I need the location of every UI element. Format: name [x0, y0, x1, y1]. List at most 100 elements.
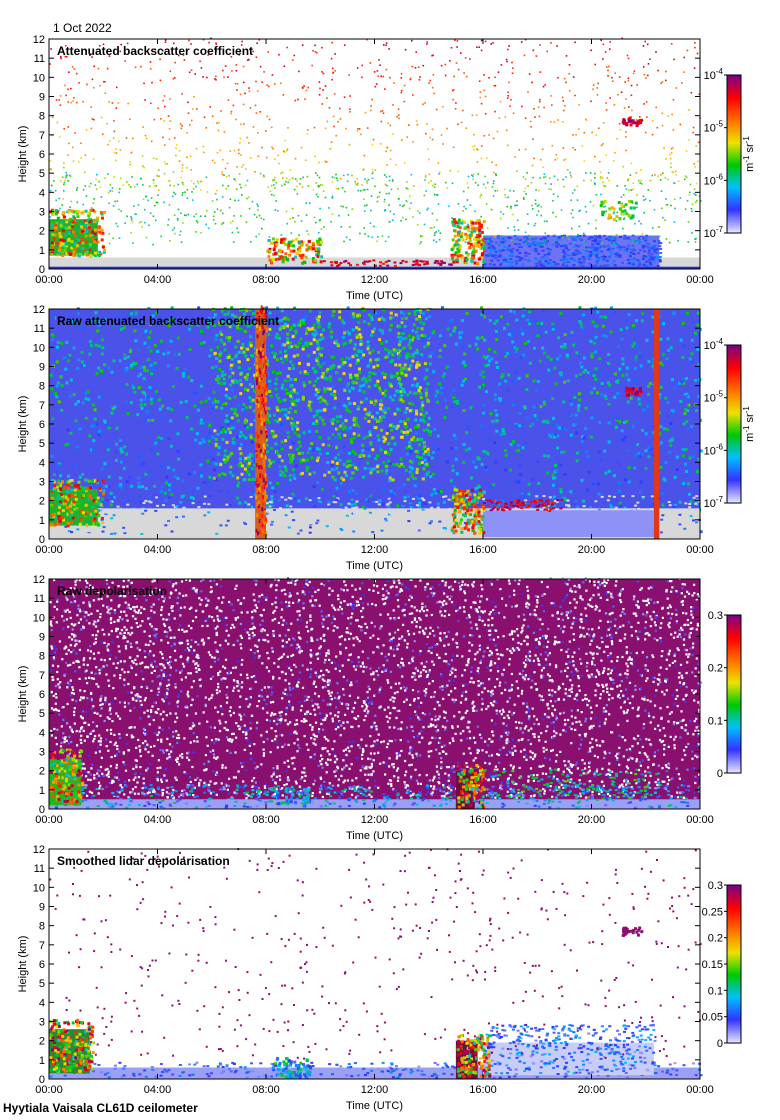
signal-pixel [268, 118, 271, 121]
signal-pixel [383, 375, 387, 379]
signal-pixel [578, 261, 582, 264]
signal-pixel [144, 472, 148, 476]
signal-pixel [404, 260, 408, 263]
signal-pixel [320, 240, 323, 244]
signal-pixel [456, 233, 460, 237]
signal-pixel [646, 116, 648, 118]
signal-pixel [76, 367, 79, 370]
signal-pixel [484, 113, 487, 115]
signal-pixel [685, 176, 688, 179]
signal-pixel [371, 168, 374, 171]
signal-pixel [618, 76, 621, 78]
signal-pixel [69, 252, 72, 256]
signal-pixel [526, 172, 528, 174]
signal-pixel [482, 246, 486, 250]
signal-pixel [402, 483, 406, 487]
signal-pixel [423, 362, 427, 366]
signal-pixel [393, 261, 397, 264]
signal-pixel [476, 161, 479, 163]
signal-pixel [146, 395, 150, 399]
signal-pixel [199, 189, 202, 191]
signal-pixel [631, 214, 635, 218]
signal-pixel [289, 217, 292, 220]
signal-pixel [543, 351, 546, 355]
signal-pixel [460, 383, 464, 387]
signal-pixel [163, 491, 167, 495]
signal-pixel [92, 202, 95, 204]
signal-pixel [694, 42, 696, 44]
signal-pixel [61, 229, 65, 233]
signal-pixel [233, 215, 235, 217]
signal-pixel [67, 101, 70, 103]
signal-pixel [95, 372, 99, 376]
signal-pixel [506, 205, 509, 208]
signal-pixel [91, 56, 93, 58]
signal-pixel [186, 197, 189, 200]
signal-pixel [472, 227, 476, 230]
signal-pixel [453, 234, 457, 238]
signal-pixel [273, 419, 277, 423]
signal-pixel [100, 116, 103, 119]
signal-pixel [189, 394, 193, 398]
signal-pixel [602, 181, 604, 184]
signal-pixel [191, 108, 194, 110]
signal-pixel [220, 406, 224, 410]
signal-pixel [295, 251, 299, 255]
signal-pixel [378, 444, 382, 448]
signal-pixel [589, 201, 592, 203]
signal-pixel [215, 378, 218, 382]
signal-pixel [81, 473, 85, 476]
signal-pixel [484, 40, 487, 43]
signal-pixel [611, 247, 615, 250]
signal-pixel [278, 53, 280, 56]
signal-pixel [355, 361, 359, 365]
signal-pixel [474, 487, 478, 491]
signal-pixel [356, 358, 360, 362]
signal-pixel [219, 149, 222, 152]
signal-pixel [693, 163, 696, 165]
signal-pixel [340, 476, 344, 480]
signal-pixel [474, 342, 478, 346]
signal-pixel [533, 346, 536, 350]
signal-pixel [485, 203, 488, 205]
signal-pixel [492, 483, 496, 487]
signal-pixel [461, 256, 465, 260]
signal-pixel [61, 249, 65, 252]
signal-pixel [621, 210, 625, 214]
signal-pixel [398, 408, 402, 412]
signal-pixel [494, 250, 498, 253]
signal-pixel [546, 247, 550, 250]
signal-pixel [325, 377, 329, 381]
signal-pixel [378, 264, 382, 267]
signal-pixel [559, 245, 563, 248]
signal-pixel [71, 66, 74, 68]
signal-pixel [456, 254, 460, 258]
signal-pixel [63, 356, 67, 360]
signal-pixel [426, 41, 428, 43]
signal-pixel [312, 485, 316, 489]
signal-pixel [370, 105, 372, 107]
signal-pixel [616, 185, 619, 187]
signal-pixel [118, 313, 122, 316]
signal-pixel [578, 320, 582, 324]
signal-pixel [128, 184, 130, 186]
signal-pixel [644, 432, 648, 436]
signal-pixel [354, 420, 358, 424]
signal-pixel [463, 497, 467, 501]
signal-pixel [453, 243, 457, 247]
signal-pixel [129, 186, 132, 188]
signal-pixel [69, 175, 72, 178]
signal-pixel [182, 222, 184, 224]
signal-pixel [302, 344, 306, 348]
signal-pixel [613, 264, 617, 267]
signal-pixel [415, 51, 417, 53]
signal-pixel [647, 252, 651, 255]
signal-pixel [425, 132, 427, 135]
signal-pixel [427, 457, 431, 461]
signal-pixel [333, 478, 337, 482]
signal-pixel [293, 54, 296, 57]
signal-pixel [115, 159, 117, 162]
signal-pixel [51, 334, 55, 338]
signal-pixel [226, 455, 230, 459]
signal-pixel [408, 355, 411, 359]
